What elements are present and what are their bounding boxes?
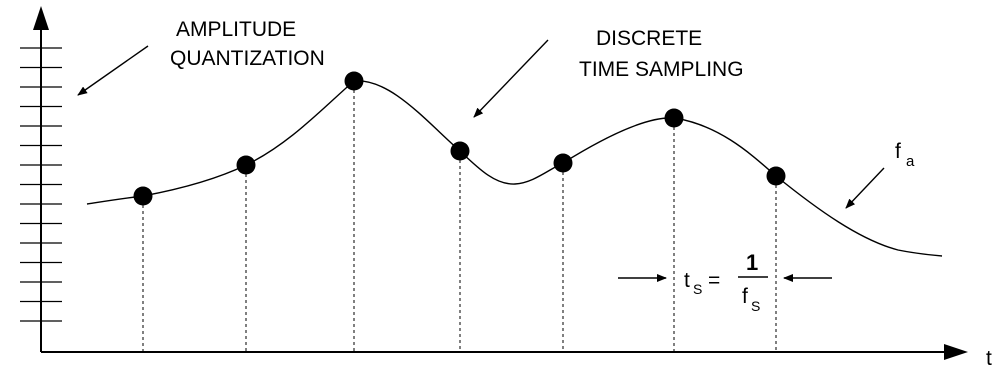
y-axis <box>33 6 49 352</box>
quantization-ticks <box>20 47 62 322</box>
sample-point <box>344 71 364 91</box>
formula-numerator: 1 <box>746 250 758 275</box>
signal-label-sub: a <box>906 153 915 170</box>
sample-point <box>553 153 573 173</box>
amplitude-label-line1: AMPLITUDE <box>176 18 296 41</box>
y-axis-arrowhead <box>33 6 49 30</box>
amplitude-label-line2: QUANTIZATION <box>170 47 325 70</box>
discrete-time-sampling-label: DISCRETE TIME SAMPLING <box>579 27 744 81</box>
analog-signal-curve <box>86 80 943 257</box>
amplitude-pointer-arrow <box>77 45 149 96</box>
formula-t-main: t <box>684 269 690 292</box>
discrete-label-line1: DISCRETE <box>596 27 702 50</box>
formula-denominator-main: f <box>742 285 748 308</box>
sample-point <box>133 186 153 206</box>
signal-pointer-arrow <box>845 167 885 209</box>
x-axis <box>41 344 968 360</box>
sample-point <box>766 166 786 186</box>
formula-t-sub: S <box>693 281 702 297</box>
formula-equals: = <box>708 269 720 292</box>
sample-point <box>236 155 256 175</box>
x-axis-arrowhead <box>944 344 968 360</box>
sample-point <box>664 108 684 128</box>
signal-label: f a <box>895 140 915 170</box>
signal-label-main: f <box>895 140 901 163</box>
time-axis-label: t <box>986 347 992 367</box>
sample-point <box>450 141 470 161</box>
discrete-pointer-arrow <box>473 39 549 118</box>
discrete-label-line2: TIME SAMPLING <box>579 58 744 81</box>
sample-dash-lines <box>142 90 777 352</box>
formula-denominator-sub: S <box>751 298 760 314</box>
sample-points <box>133 71 786 206</box>
sampling-interval-formula: t S = 1 f S <box>618 250 832 314</box>
amplitude-quantization-label: AMPLITUDE QUANTIZATION <box>170 18 325 70</box>
